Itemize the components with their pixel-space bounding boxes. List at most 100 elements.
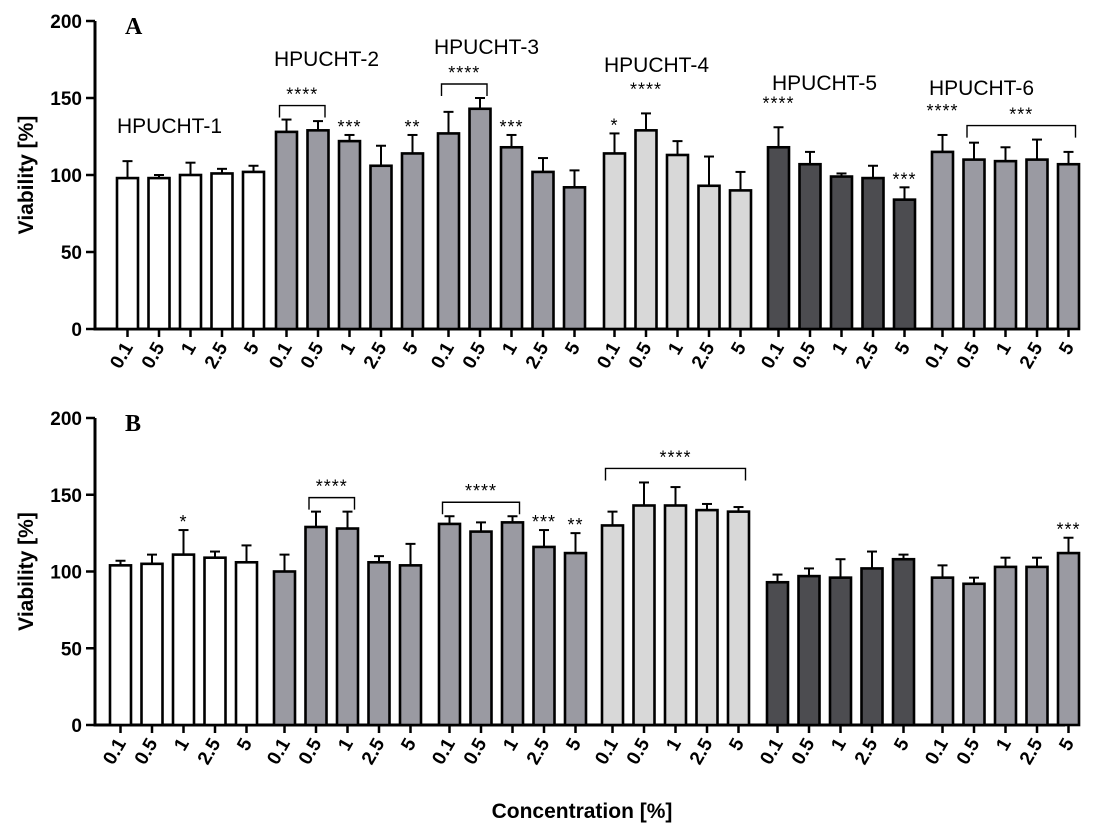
bar: [304, 525, 328, 727]
x-tick-label: 0.5: [459, 339, 491, 373]
x-axis-label: Concentration [%]: [492, 800, 673, 823]
x-tick-label: 2.5: [360, 339, 392, 373]
bracket-label: ****: [926, 101, 958, 121]
bar: [828, 576, 853, 727]
y-tick-label: 50: [61, 639, 82, 660]
bar: [531, 170, 555, 331]
y-tick-label: 150: [50, 89, 82, 110]
y-tick-label: 0: [71, 716, 82, 737]
significance-bracket: [966, 124, 1077, 138]
x-tick-label: 2.5: [1016, 339, 1048, 373]
x-tick-label: 0.5: [953, 339, 985, 373]
bar: [930, 576, 955, 727]
x-tick-label: 0.5: [953, 735, 985, 769]
x-tick-label: 0.1: [428, 735, 460, 769]
x-tick-label: 2.5: [851, 735, 883, 769]
x-tick-label: 0.1: [921, 339, 953, 373]
bar: [468, 107, 492, 331]
significance-bracket: [604, 467, 747, 481]
bar: [140, 562, 164, 727]
x-tick-label: 0.1: [591, 735, 623, 769]
significance-label: ***: [892, 169, 916, 189]
group-title: HPUCHT-2: [274, 48, 379, 71]
bar: [634, 129, 658, 331]
x-tick-label: 2.5: [523, 735, 555, 769]
significance-label: ***: [337, 117, 361, 137]
bar: [726, 510, 751, 727]
x-tick-label: 0.1: [106, 339, 138, 373]
x-tick-label: 5: [240, 339, 264, 359]
bar: [147, 176, 171, 331]
bar: [766, 145, 791, 331]
bar: [1056, 551, 1081, 727]
x-tick-label: 1: [992, 339, 1016, 359]
bar: [367, 560, 391, 727]
bar: [203, 556, 227, 727]
x-tick-label: 1: [334, 735, 358, 755]
x-tick-label: 0.5: [138, 339, 170, 373]
group-hpucht-4: 0.1 * 0.5 1 2.5 5 HPUCHT-4: [593, 54, 753, 373]
panel-label: A: [125, 14, 143, 40]
bar: [663, 504, 688, 727]
x-tick-label: 1: [336, 339, 360, 359]
x-tick-label: 5: [1055, 735, 1079, 755]
x-tick-label: 5: [725, 735, 749, 755]
bar: [398, 564, 423, 727]
x-tick-label: 0.1: [757, 339, 789, 373]
bar: [728, 189, 753, 331]
bar: [891, 557, 916, 727]
bar: [765, 580, 790, 727]
bar: [562, 186, 587, 331]
bar: [500, 521, 525, 727]
bar: [962, 582, 986, 727]
group-hpucht-5: 0.1 0.5 1 2.5 5 *** HPUCHT-5: [757, 72, 917, 373]
x-tick-label: 0.1: [427, 339, 459, 373]
x-tick-label: 5: [562, 735, 586, 755]
bracket-label: ***: [1009, 105, 1033, 125]
y-tick-label: 0: [71, 320, 82, 341]
bar: [930, 150, 955, 331]
bar: [306, 129, 330, 331]
significance-label: **: [567, 515, 583, 535]
bar: [335, 527, 360, 727]
group-hpucht-3: 0.1 0.5 1 *** 2.5 5 HPUCHT-3: [427, 36, 587, 373]
x-tick-label: 2.5: [686, 735, 718, 769]
x-tick-label: 0.5: [460, 735, 492, 769]
x-tick-label: 2.5: [1016, 735, 1048, 769]
x-tick-label: 0.1: [265, 339, 297, 373]
x-tick-label: 1: [177, 339, 201, 359]
significance-label: **: [404, 117, 420, 137]
x-tick-label: 0.5: [623, 735, 655, 769]
x-tick-label: 5: [399, 339, 423, 359]
x-tick-label: 0.1: [263, 735, 295, 769]
x-tick-label: 1: [499, 735, 523, 755]
x-tick-label: 0.5: [789, 339, 821, 373]
x-tick-label: 2.5: [201, 339, 233, 373]
y-tick-label: 200: [50, 409, 82, 430]
bar: [697, 184, 721, 331]
group-hpucht-5: 0.1 0.5 1 2.5 5: [756, 550, 916, 769]
bar: [632, 504, 656, 727]
bar: [234, 560, 259, 727]
y-tick-label: 100: [50, 166, 82, 187]
bar: [1025, 565, 1049, 727]
x-tick-label: 1: [828, 339, 852, 359]
bar: [532, 545, 556, 727]
bar: [241, 170, 266, 331]
bar: [499, 145, 524, 331]
x-tick-label: 0.5: [625, 339, 657, 373]
group-hpucht-2: 0.1 0.5 1 2.5 5: [263, 510, 423, 769]
bar: [1025, 158, 1049, 331]
x-tick-label: 2.5: [688, 339, 720, 373]
y-tick-label: 100: [50, 563, 82, 584]
y-tick-label: 50: [61, 243, 82, 264]
bar: [861, 176, 885, 331]
bar: [400, 152, 425, 331]
bar: [171, 553, 196, 727]
x-tick-label: 1: [827, 735, 851, 755]
x-tick-label: 1: [498, 339, 522, 359]
bar: [1056, 162, 1081, 331]
y-axis-label: Viability [%]: [15, 512, 38, 631]
group-hpucht-1: 0.1 0.5 1 2.5 5 HPUCHT-1: [106, 115, 266, 373]
